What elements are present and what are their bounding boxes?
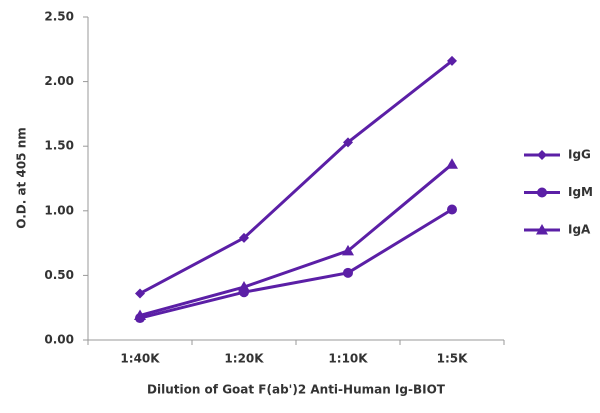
x-tick-label: 1:20K: [224, 352, 264, 366]
legend-label: IgM: [568, 185, 593, 199]
y-axis-title: O.D. at 405 nm: [15, 127, 29, 228]
legend-marker: [537, 187, 547, 198]
marker: [342, 244, 354, 256]
marker: [447, 204, 457, 215]
y-tick-label: 2.00: [44, 74, 74, 88]
marker: [343, 137, 353, 148]
marker: [238, 281, 250, 292]
x-tick-label: 1:40K: [120, 352, 160, 366]
marker: [239, 232, 249, 243]
legend-marker: [537, 150, 547, 160]
series-line: [139, 163, 453, 317]
legend-label: IgA: [568, 223, 591, 237]
x-tick-label: 1:10K: [328, 352, 368, 366]
legend-marker: [536, 224, 548, 235]
marker: [135, 288, 145, 299]
y-tick-label: 1.50: [44, 139, 74, 153]
marker: [343, 267, 353, 278]
legend-label: IgG: [568, 148, 591, 162]
x-axis-title: Dilution of Goat F(ab')2 Anti-Human Ig-B…: [147, 383, 446, 397]
marker: [446, 158, 458, 169]
y-tick-label: 0.00: [44, 333, 74, 347]
marker: [447, 55, 457, 66]
marker: [134, 309, 146, 320]
y-tick-label: 0.50: [44, 268, 74, 282]
y-tick-label: 2.50: [44, 10, 74, 24]
series-line: [139, 59, 453, 295]
y-tick-label: 1.00: [44, 203, 74, 217]
x-tick-label: 1:5K: [437, 352, 468, 366]
series-line: [139, 208, 453, 320]
